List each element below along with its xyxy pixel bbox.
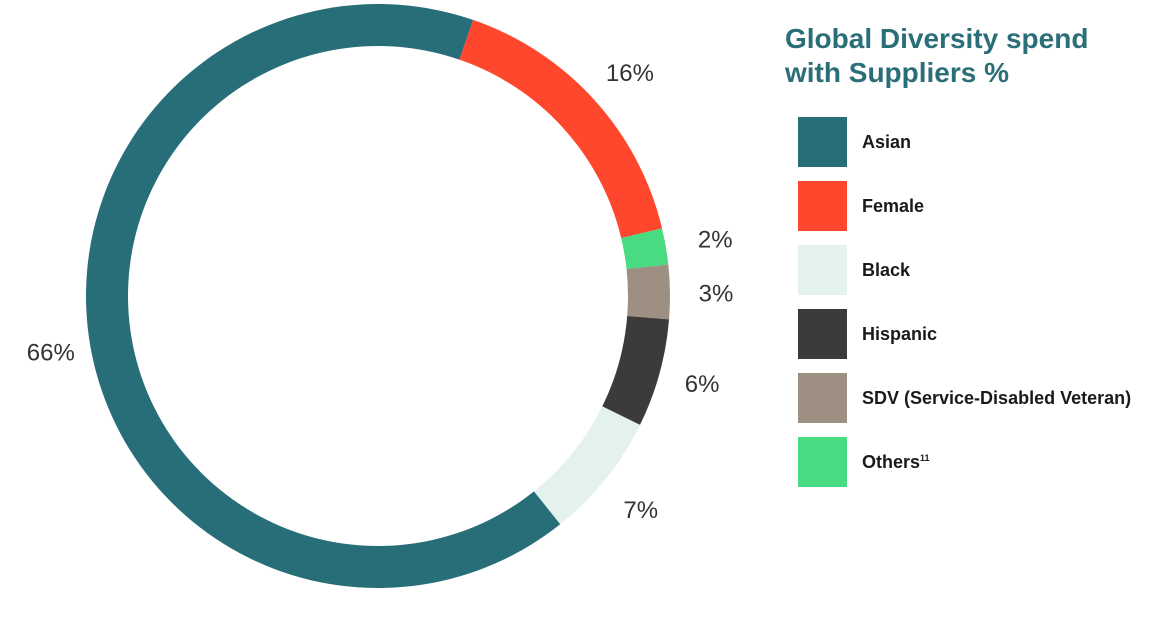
legend-item-hispanic: Hispanic [798, 309, 1145, 359]
chart-title-line-2: with Suppliers % [785, 57, 1010, 88]
value-label-asian: 66% [27, 340, 75, 367]
donut-slice-sdv [626, 264, 671, 320]
legend-label-sdv: SDV (Service-Disabled Veteran) [862, 387, 1132, 408]
donut-chart: 66% 16% 7% 6% 3% 2% [27, 3, 734, 588]
legend-swatch-black [798, 245, 847, 295]
donut-slice-asian [86, 3, 561, 588]
donut-slice-hispanic [602, 316, 670, 425]
legend-label-others: Others11 [862, 452, 930, 473]
legend-item-sdv: SDV (Service-Disabled Veteran) [798, 373, 1145, 423]
legend-label-black: Black [862, 259, 911, 280]
chart-title-line-1: Global Diversity spend [785, 23, 1089, 54]
donut-slice-black [533, 406, 640, 525]
legend-item-asian: Asian [798, 117, 1145, 167]
legend-item-black: Black [798, 245, 1145, 295]
donut-value-labels: 66% 16% 7% 6% 3% 2% [27, 60, 734, 524]
legend-swatch-sdv [798, 373, 847, 423]
value-label-female: 16% [606, 60, 654, 87]
chart-title: Global Diversity spend with Suppliers % [785, 22, 1145, 90]
legend-item-others: Others11 [798, 437, 1145, 487]
legend-label-asian: Asian [862, 131, 912, 152]
legend-label-female: Female [862, 195, 925, 216]
donut-slice-others [621, 228, 669, 270]
legend-swatch-asian [798, 117, 847, 167]
value-label-hispanic: 6% [685, 371, 720, 398]
legend-swatch-others [798, 437, 847, 487]
legend-footnote-marker: 11 [920, 452, 930, 463]
donut-slices [86, 3, 671, 588]
legend-label-others-text: Others [862, 451, 921, 472]
legend-swatch-hispanic [798, 309, 847, 359]
legend-swatch-female [798, 181, 847, 231]
legend-panel: Global Diversity spend with Suppliers % … [785, 22, 1145, 501]
donut-slice-female [459, 19, 663, 239]
legend: Asian Female Black Hispanic SDV (Service… [798, 117, 1145, 487]
legend-item-female: Female [798, 181, 1145, 231]
value-label-others: 2% [698, 227, 733, 254]
value-label-sdv: 3% [699, 280, 734, 307]
value-label-black: 7% [623, 497, 658, 524]
legend-label-hispanic: Hispanic [862, 323, 938, 344]
